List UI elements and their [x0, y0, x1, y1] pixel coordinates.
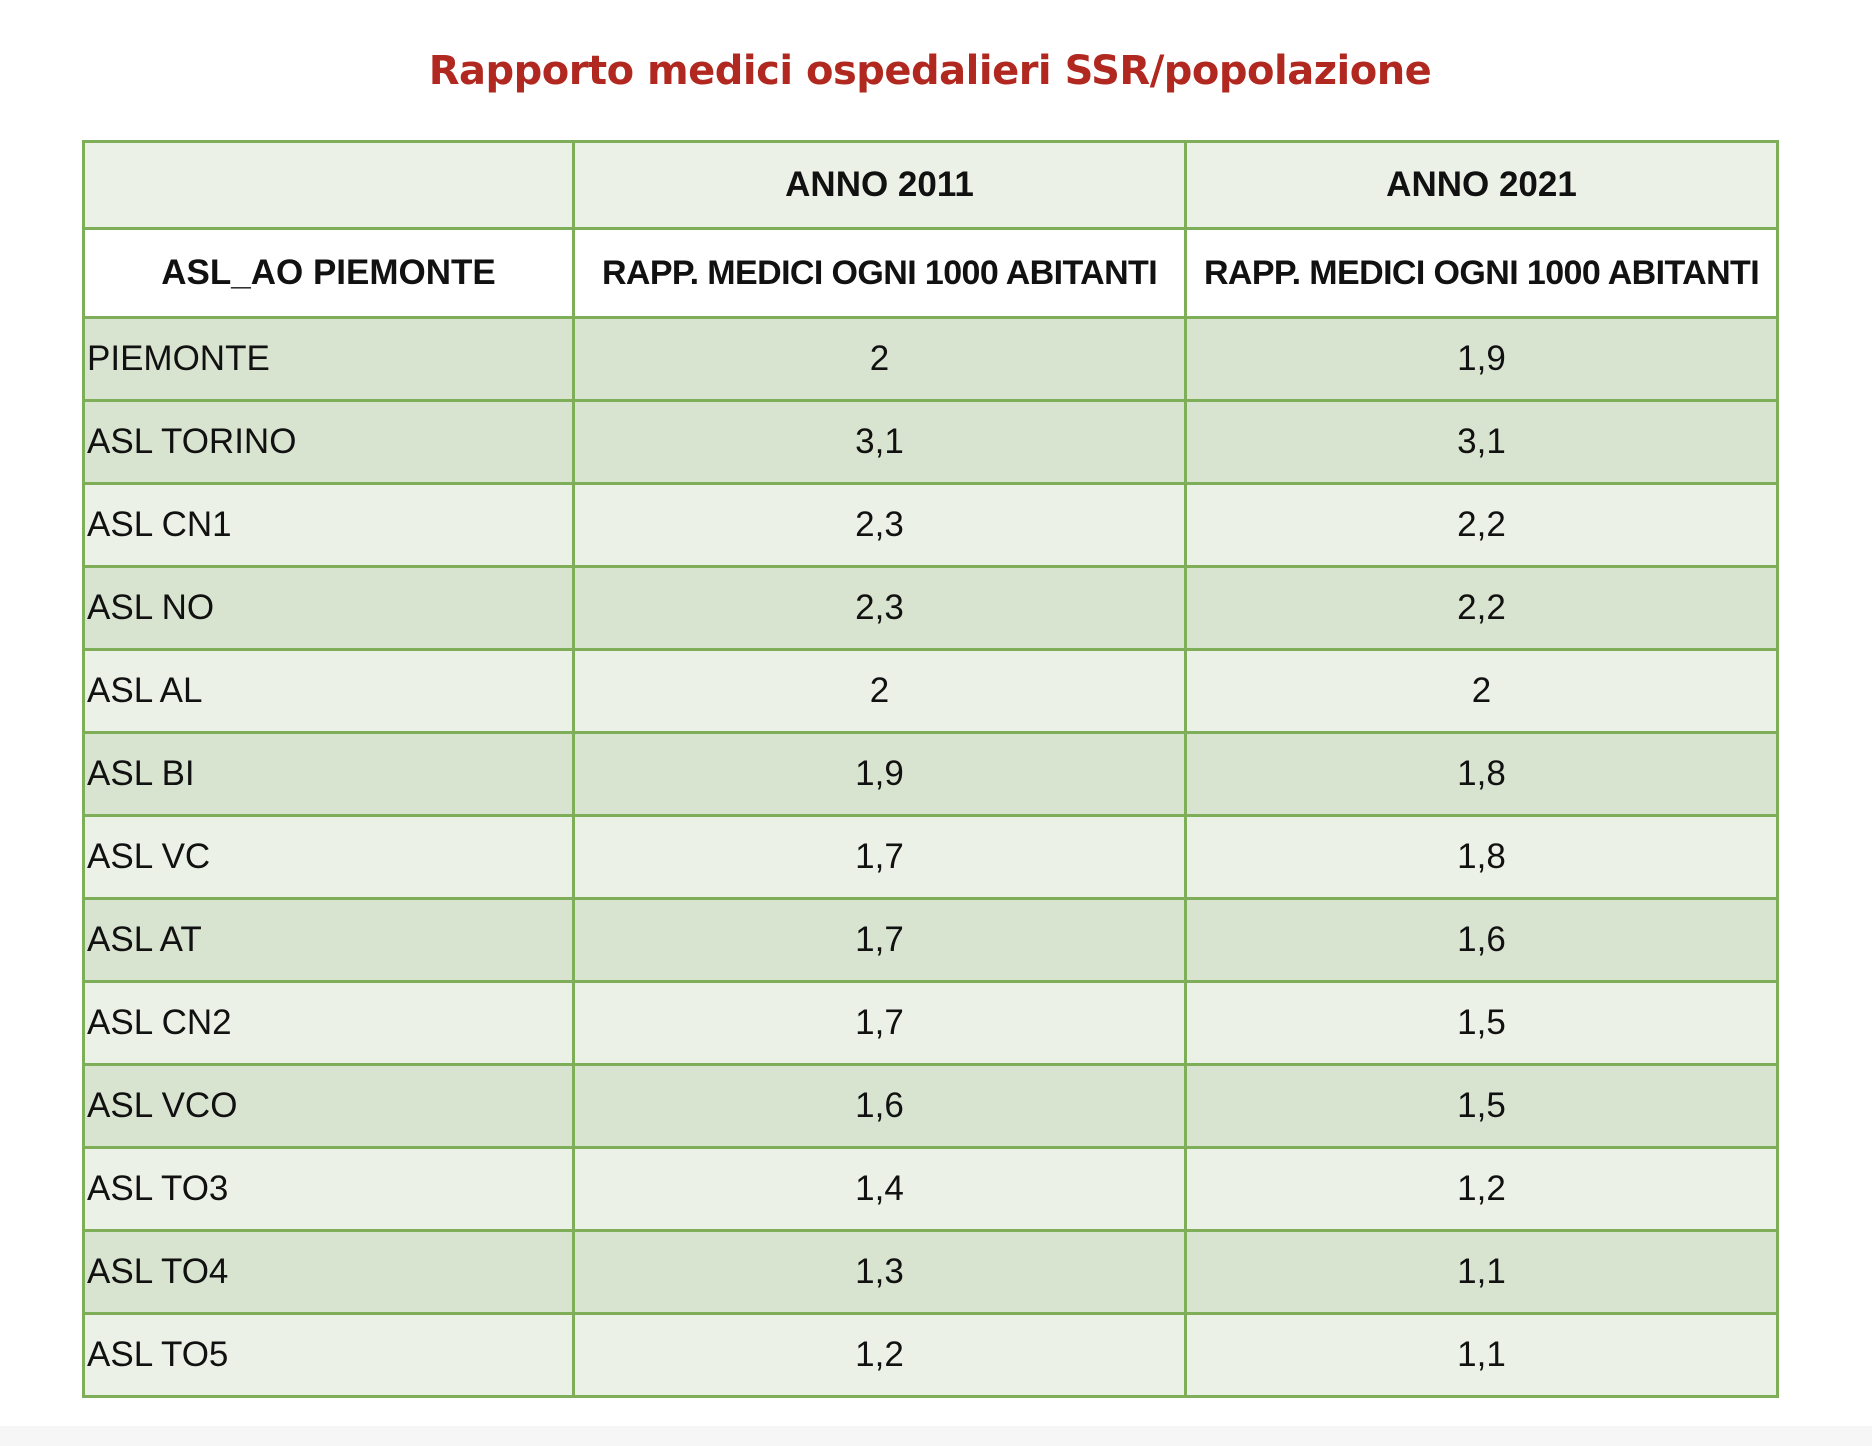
- header-row-columns: ASL_AO PIEMONTE RAPP. MEDICI OGNI 1000 A…: [82, 227, 1779, 319]
- row-value-2011: 1,7: [572, 897, 1187, 983]
- page-title: Rapporto medici ospedalieri SSR/popolazi…: [428, 48, 1432, 94]
- row-value-2021: 1,8: [1184, 731, 1779, 817]
- header-metric-2011: RAPP. MEDICI OGNI 1000 ABITANTI: [572, 227, 1187, 319]
- header-metric-2021: RAPP. MEDICI OGNI 1000 ABITANTI: [1184, 227, 1779, 319]
- row-value-2021: 3,1: [1184, 399, 1779, 485]
- row-value-2011: 1,7: [572, 814, 1187, 900]
- header-row-years: ANNO 2011 ANNO 2021: [82, 140, 1779, 230]
- row-name: ASL BI: [82, 731, 575, 817]
- row-value-2011: 1,6: [572, 1063, 1187, 1149]
- table-row: ASL CN2 1,7 1,5: [82, 980, 1779, 1066]
- table-row: ASL AT 1,7 1,6: [82, 897, 1779, 983]
- table-row: ASL NO 2,3 2,2: [82, 565, 1779, 651]
- row-name: ASL TO3: [82, 1146, 575, 1232]
- header-region-column: ASL_AO PIEMONTE: [82, 227, 575, 319]
- row-value-2021: 2: [1184, 648, 1779, 734]
- row-value-2021: 1,2: [1184, 1146, 1779, 1232]
- row-value-2021: 1,1: [1184, 1312, 1779, 1398]
- table-row: ASL AL 2 2: [82, 648, 1779, 734]
- row-value-2011: 1,9: [572, 731, 1187, 817]
- row-value-2011: 2,3: [572, 565, 1187, 651]
- table-row: ASL VCO 1,6 1,5: [82, 1063, 1779, 1149]
- data-table: ANNO 2011 ANNO 2021 ASL_AO PIEMONTE RAPP…: [82, 140, 1779, 1398]
- row-value-2021: 1,1: [1184, 1229, 1779, 1315]
- row-value-2021: 1,5: [1184, 1063, 1779, 1149]
- row-value-2011: 1,4: [572, 1146, 1187, 1232]
- row-name: ASL VCO: [82, 1063, 575, 1149]
- row-name: ASL TORINO: [82, 399, 575, 485]
- table-row: ASL VC 1,7 1,8: [82, 814, 1779, 900]
- table-row: ASL TORINO 3,1 3,1: [82, 399, 1779, 485]
- row-value-2011: 2: [572, 316, 1187, 402]
- header-year-2021: ANNO 2021: [1184, 140, 1779, 230]
- row-name: ASL NO: [82, 565, 575, 651]
- row-value-2011: 3,1: [572, 399, 1187, 485]
- row-value-2011: 2: [572, 648, 1187, 734]
- header-empty-cell: [82, 140, 575, 230]
- table-row: PIEMONTE 2 1,9: [82, 316, 1779, 402]
- row-value-2011: 1,7: [572, 980, 1187, 1066]
- row-value-2011: 1,2: [572, 1312, 1187, 1398]
- row-value-2021: 1,6: [1184, 897, 1779, 983]
- table-row: ASL BI 1,9 1,8: [82, 731, 1779, 817]
- row-value-2021: 1,8: [1184, 814, 1779, 900]
- row-name: ASL AL: [82, 648, 575, 734]
- row-value-2021: 2,2: [1184, 565, 1779, 651]
- row-name: ASL TO5: [82, 1312, 575, 1398]
- table-row: ASL TO3 1,4 1,2: [82, 1146, 1779, 1232]
- page-bottom-band: [0, 1426, 1872, 1446]
- row-value-2021: 1,9: [1184, 316, 1779, 402]
- table-row: ASL TO5 1,2 1,1: [82, 1312, 1779, 1398]
- row-value-2011: 1,3: [572, 1229, 1187, 1315]
- row-name: ASL TO4: [82, 1229, 575, 1315]
- header-year-2011: ANNO 2011: [572, 140, 1187, 230]
- table-row: ASL TO4 1,3 1,1: [82, 1229, 1779, 1315]
- row-name: ASL AT: [82, 897, 575, 983]
- table-row: ASL CN1 2,3 2,2: [82, 482, 1779, 568]
- row-value-2021: 1,5: [1184, 980, 1779, 1066]
- row-value-2011: 2,3: [572, 482, 1187, 568]
- row-value-2021: 2,2: [1184, 482, 1779, 568]
- row-name: PIEMONTE: [82, 316, 575, 402]
- row-name: ASL VC: [82, 814, 575, 900]
- row-name: ASL CN2: [82, 980, 575, 1066]
- row-name: ASL CN1: [82, 482, 575, 568]
